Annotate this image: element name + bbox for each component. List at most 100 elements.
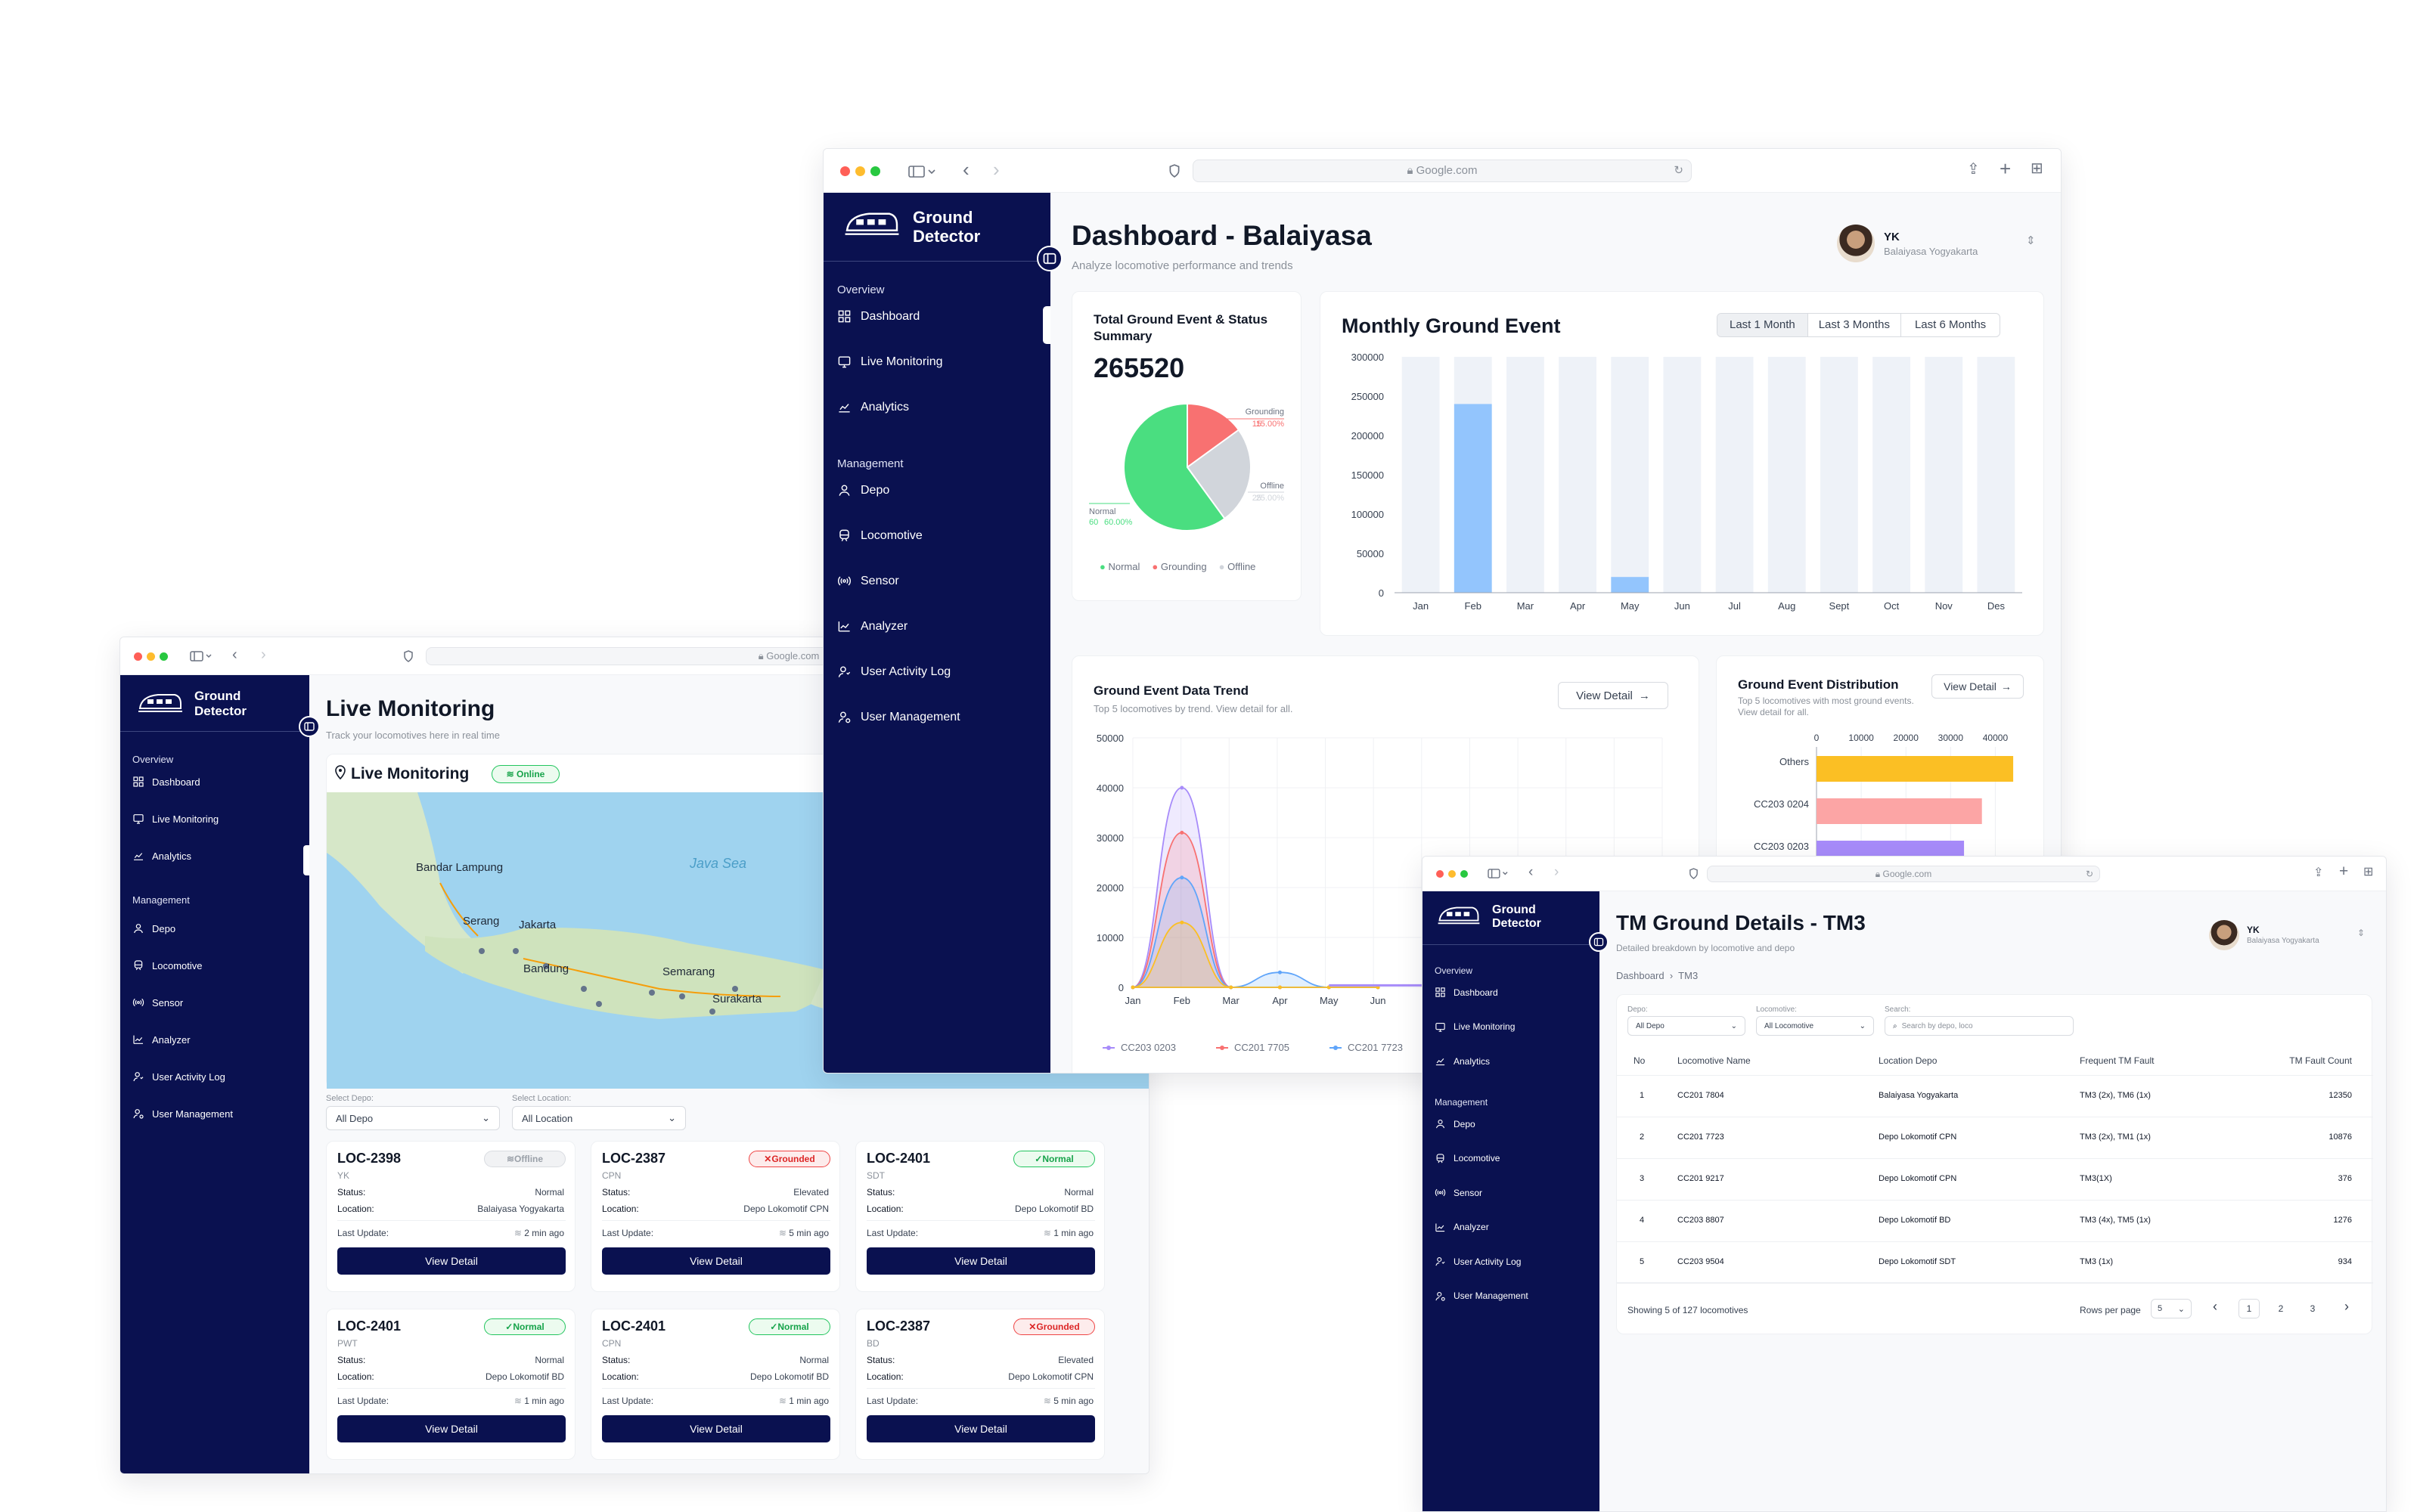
forward-icon[interactable]: › [993,158,1000,181]
close-dot[interactable] [1436,870,1444,878]
tab-last-6-months[interactable]: Last 6 Months [1900,314,2000,336]
locomotive-filter-select[interactable]: All Locomotive ⌄ [1756,1016,1874,1036]
nav-item-user-activity-log[interactable]: User Activity Log [132,1070,225,1083]
nav-item-locomotive[interactable]: Locomotive [837,528,923,543]
search-input[interactable]: ⌕ Search by depo, loco [1885,1016,2074,1036]
prev-page-icon[interactable]: ‹ [2213,1299,2217,1314]
collapse-sidebar-button[interactable] [1589,932,1609,952]
back-icon[interactable]: ‹ [232,646,237,663]
table-row[interactable]: 3 CC201 9217 Depo Lokomotif CPN TM3(1X) 376 [1617,1158,2373,1201]
nav-item-live-monitoring[interactable]: Live Monitoring [837,355,943,369]
table-cell: 1276 [2333,1216,2352,1225]
nav-item-user-activity-log[interactable]: User Activity Log [837,665,951,679]
nav-item-analyzer[interactable]: Analyzer [837,619,908,634]
page-button-3[interactable]: 3 [2310,1303,2316,1314]
breadcrumb-dashboard[interactable]: Dashboard [1616,970,1665,981]
trend-point [1229,985,1233,990]
depo-filter-label: Depo: [1627,1005,1648,1014]
filter-depo-select[interactable]: All Depo ⌄ [326,1106,500,1130]
nav-item-analyzer[interactable]: Analyzer [1435,1222,1489,1233]
view-detail-button[interactable]: View Detail [337,1247,566,1275]
view-detail-button[interactable]: View Detail [867,1415,1095,1442]
status-badge: ✕ Grounded [1013,1318,1095,1335]
depo-filter-select[interactable]: All Depo ⌄ [1627,1016,1745,1036]
browser-toolbar: ‹ › 🔒︎ Google.com ↻ ⇪ + ⊞ [824,149,2061,193]
nav-item-depo[interactable]: Depo [132,922,175,934]
user-menu[interactable]: YK Balaiyasa Yogyakarta ⇕ [2209,920,2368,953]
nav-item-live-monitoring[interactable]: Live Monitoring [132,813,219,825]
maximize-dot[interactable] [870,166,880,176]
table-row[interactable]: 4 CC203 8807 Depo Lokomotif BD TM3 (4x), TM… [1617,1200,2373,1242]
new-tab-icon[interactable]: + [2000,157,2012,180]
page-button-1[interactable]: 1 [2238,1299,2260,1318]
page-button-2[interactable]: 2 [2278,1303,2284,1314]
back-icon[interactable]: ‹ [1528,864,1534,880]
nav-item-user-activity-log[interactable]: User Activity Log [1435,1256,1521,1267]
nav-item-analytics[interactable]: Analytics [837,400,909,414]
nav-item-dashboard[interactable]: Dashboard [837,309,920,324]
y-tick-label: 10000 [1097,932,1124,943]
filter-location-select[interactable]: All Location ⌄ [512,1106,686,1130]
wifi-off-icon: ≋ [506,1154,515,1164]
column-header: Frequent TM Fault [2080,1055,2155,1066]
table-row[interactable]: 1 CC201 7804 Balaiyasa Yogyakarta TM3 (2x),… [1617,1075,2373,1117]
view-detail-button[interactable]: View Detail [337,1415,566,1442]
tab-last-3-months[interactable]: Last 3 Months [1807,314,1900,336]
nav-item-live-monitoring[interactable]: Live Monitoring [1435,1021,1515,1033]
forward-icon[interactable]: › [1554,864,1559,880]
sidebar-toggle-icon[interactable] [1488,869,1509,878]
section-management: Management [1435,1097,1488,1108]
nav-item-analytics[interactable]: Analytics [1435,1055,1490,1067]
rows-per-page-select[interactable]: 5 ⌄ [2151,1299,2192,1318]
sidebar-toggle-icon[interactable] [190,651,213,662]
nav-item-depo[interactable]: Depo [837,483,889,497]
tab-last-1-month[interactable]: Last 1 Month [1717,314,1807,336]
close-dot[interactable] [134,652,142,661]
maximize-dot[interactable] [160,652,168,661]
nav-item-analyzer[interactable]: Analyzer [132,1033,191,1046]
collapse-icon [1043,253,1056,265]
address-bar[interactable]: 🔒︎ Google.com ↻ [1707,866,2100,882]
x-icon: ✕ [1028,1321,1037,1332]
back-icon[interactable]: ‹ [963,158,970,181]
nav-item-sensor[interactable]: Sensor [1435,1187,1482,1198]
sidebar-toggle-icon[interactable] [908,166,937,178]
maximize-dot[interactable] [1460,870,1468,878]
view-detail-button[interactable]: View Detail [867,1247,1095,1275]
nav-item-user-management[interactable]: User Management [132,1108,233,1120]
view-detail-button[interactable]: View Detail [602,1247,830,1275]
status-value: Normal [1064,1187,1094,1198]
table-row[interactable]: 2 CC201 7723 Depo Lokomotif CPN TM3 (2x), T… [1617,1117,2373,1159]
nav-item-analytics[interactable]: Analytics [132,850,191,862]
next-page-icon[interactable]: › [2344,1299,2349,1314]
tab-overview-icon[interactable]: ⊞ [2031,160,2043,177]
nav-item-dashboard[interactable]: Dashboard [1435,987,1498,998]
share-icon[interactable]: ⇪ [1967,161,1980,178]
trend-view-detail-button[interactable]: View Detail → [1558,682,1668,709]
tab-overview-icon[interactable]: ⊞ [2363,866,2374,878]
reload-icon[interactable]: ↻ [2085,869,2093,879]
reload-icon[interactable]: ↻ [1674,164,1683,177]
forward-icon[interactable]: › [261,646,266,663]
nav-item-depo[interactable]: Depo [1435,1118,1475,1129]
collapse-sidebar-button[interactable] [1037,246,1063,271]
nav-item-locomotive[interactable]: Locomotive [132,959,202,971]
user-menu[interactable]: YK Balaiyasa Yogyakarta ⇕ [1837,223,2041,265]
table-row[interactable]: 5 CC203 9504 Depo Lokomotif SDT TM3 (1x) 934 [1617,1241,2373,1284]
nav-item-sensor[interactable]: Sensor [132,996,183,1009]
nav-item-sensor[interactable]: Sensor [837,574,899,588]
close-dot[interactable] [840,166,850,176]
new-tab-icon[interactable]: + [2339,863,2349,880]
share-icon[interactable]: ⇪ [2313,866,2324,879]
nav-item-locomotive[interactable]: Locomotive [1435,1153,1500,1164]
minimize-dot[interactable] [1448,870,1456,878]
distribution-view-detail-button[interactable]: View Detail → [1931,674,2024,699]
nav-item-user-management[interactable]: User Management [837,710,960,724]
address-bar[interactable]: 🔒︎ Google.com ↻ [1193,160,1692,182]
collapse-sidebar-button[interactable] [299,716,320,737]
minimize-dot[interactable] [855,166,865,176]
view-detail-button[interactable]: View Detail [602,1415,830,1442]
nav-item-dashboard[interactable]: Dashboard [132,776,200,788]
nav-item-user-management[interactable]: User Management [1435,1290,1528,1302]
minimize-dot[interactable] [147,652,155,661]
